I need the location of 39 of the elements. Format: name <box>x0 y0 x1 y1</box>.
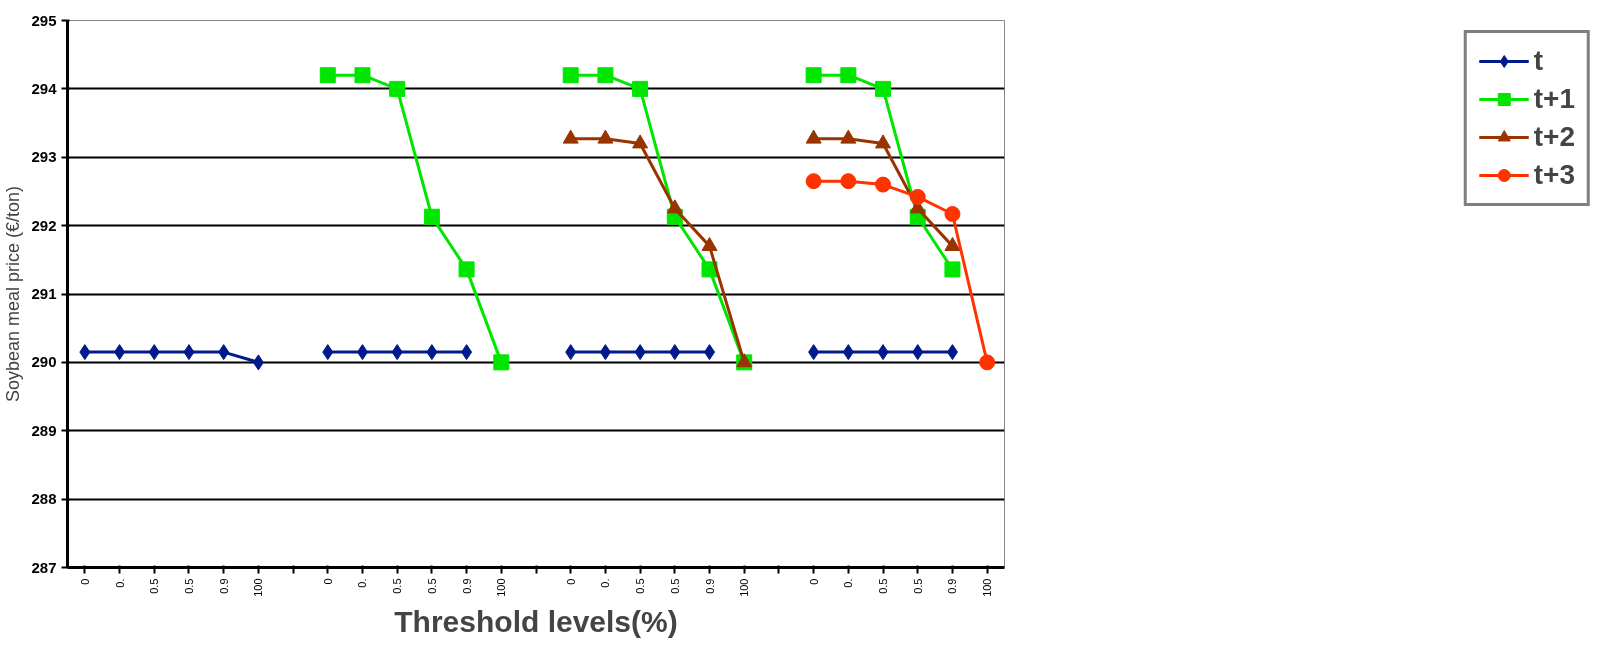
x-tick-label: 0 <box>78 578 91 585</box>
x-tick-label: 0 <box>807 578 820 585</box>
legend-label: t+3 <box>1533 159 1575 191</box>
x-tick-label: 0 <box>564 578 577 585</box>
y-tick-label: 294 <box>31 79 58 97</box>
x-tick-label: 0.5 <box>877 578 890 594</box>
x-tick-label: 0.9 <box>703 578 716 594</box>
y-tick-label: 287 <box>31 558 57 576</box>
y-tick-label: 289 <box>31 421 57 439</box>
x-tick-label: 0.5 <box>911 578 924 594</box>
x-tick-label: 0. <box>113 578 126 588</box>
y-tick-label: 290 <box>31 353 57 371</box>
x-tick-label: 0.9 <box>946 578 959 594</box>
x-tick-label: 0. <box>599 578 612 588</box>
x-tick-label: 100 <box>981 578 994 597</box>
x-tick-label: 100 <box>738 578 751 597</box>
x-tick-label: 0.9 <box>460 578 473 594</box>
x-tick-label: 0.5 <box>182 578 195 594</box>
x-tick-label: 0. <box>842 578 855 588</box>
y-tick-label: 292 <box>31 216 57 234</box>
y-axis-title: Soybean meal price (€/ton) <box>3 185 24 403</box>
x-tick-label: 0.5 <box>148 578 161 594</box>
y-tick-label: 288 <box>31 490 57 508</box>
legend-label: t+1 <box>1533 83 1575 115</box>
legend-label: t+2 <box>1533 121 1575 153</box>
x-tick-label: 0.9 <box>217 578 230 594</box>
legend-label: t <box>1533 45 1545 77</box>
x-tick-label: 0. <box>356 578 369 588</box>
x-tick-label: 0.5 <box>634 578 647 594</box>
y-tick-label: 295 <box>31 11 57 29</box>
x-tick-label: 0.5 <box>391 578 404 594</box>
x-axis-title: Threshold levels(%) <box>394 604 678 638</box>
x-tick-label: 0.5 <box>425 578 438 594</box>
y-tick-label: 291 <box>31 285 57 302</box>
x-tick-label: 100 <box>495 578 508 597</box>
x-tick-label: 0 <box>321 578 334 585</box>
x-tick-label: 100 <box>252 578 265 597</box>
x-tick-label: 0.5 <box>668 578 681 594</box>
y-tick-label: 293 <box>31 148 57 166</box>
